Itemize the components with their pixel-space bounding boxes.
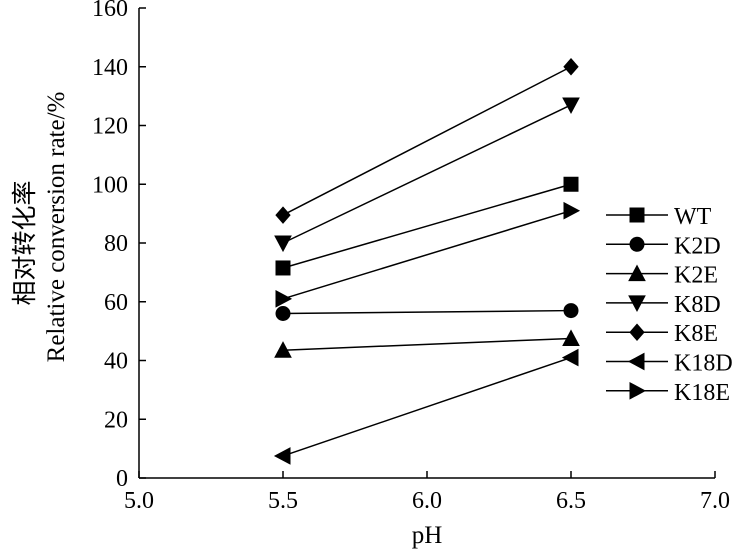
y-tick-label: 140 [92, 55, 128, 81]
legend-marker [629, 323, 645, 341]
legend-label: K18E [674, 380, 730, 406]
series-line [282, 66, 572, 216]
legend-marker [629, 236, 645, 252]
series-line [282, 183, 572, 269]
data-point [273, 447, 291, 465]
x-tick-label: 6.0 [412, 488, 442, 514]
legend-item-k18d: K18D [606, 351, 733, 377]
y-tick-label: 0 [116, 466, 128, 492]
series-k18e [275, 201, 581, 308]
y-tick-label: 20 [104, 407, 128, 433]
y-tick-label: 80 [104, 231, 128, 257]
legend-label: WT [674, 204, 712, 230]
legend-item-k18e: K18E [606, 380, 730, 406]
y-tick-label: 160 [92, 0, 128, 22]
series-line [282, 337, 572, 351]
series-k8e [275, 57, 579, 224]
data-point [562, 97, 580, 114]
series-k2d [275, 303, 579, 321]
legend-label: K8E [674, 321, 718, 347]
legend-item-k2d: K2D [606, 233, 721, 259]
legend-marker [627, 352, 645, 371]
x-tick-label: 5.0 [124, 488, 154, 514]
x-axis-title: pH [412, 522, 443, 549]
series-k18d [273, 348, 579, 465]
data-point [563, 201, 581, 220]
legend-label: K8D [674, 292, 721, 318]
y-tick-label: 100 [92, 172, 128, 198]
legend-item-k8d: K8D [606, 292, 721, 318]
data-point [275, 206, 291, 224]
y-tick-label: 60 [104, 290, 128, 316]
data-point [274, 341, 292, 358]
data-point [275, 260, 291, 276]
y-axis-ticks: 0 20 40 60 80 100 120 140 160 [92, 0, 146, 492]
data-point [561, 348, 579, 367]
series-line [282, 104, 572, 244]
series-k8d [274, 97, 580, 253]
series-layer [273, 57, 581, 465]
data-point [563, 57, 579, 76]
x-tick-label: 6.5 [556, 488, 586, 514]
legend-marker [629, 207, 645, 223]
y-axis-title-chinese: 相对转化率 [11, 180, 39, 305]
series-line [282, 209, 572, 300]
data-point [563, 176, 579, 192]
legend-marker [628, 264, 646, 282]
series-line [282, 309, 572, 315]
data-point [275, 289, 293, 308]
legend-label: K18D [674, 351, 733, 377]
data-point [274, 235, 292, 253]
x-tick-label: 7.0 [700, 488, 730, 514]
legend-label: K2D [674, 233, 721, 259]
legend-item-k8e: K8E [606, 321, 718, 347]
series-k2e [274, 329, 580, 358]
series-wt [275, 176, 579, 276]
legend-marker [628, 295, 646, 312]
y-tick-label: 120 [92, 114, 128, 140]
x-tick-label: 5.5 [268, 488, 298, 514]
legend-item-k2e: K2E [606, 263, 718, 289]
legend-label: K2E [674, 263, 718, 289]
x-axis-ticks: 5.0 5.5 6.0 6.5 7.0 [124, 471, 730, 514]
legend-marker [629, 381, 647, 400]
data-point [563, 303, 579, 319]
legend: WT K2D K2E K8D K8E K18D K18E [606, 204, 733, 406]
legend-item-wt: WT [606, 204, 712, 230]
data-point [562, 329, 580, 346]
data-point [275, 306, 291, 321]
series-line [282, 356, 572, 457]
y-tick-label: 40 [104, 349, 128, 375]
y-axis-title-english: Relative conversion rate/% [43, 92, 70, 363]
